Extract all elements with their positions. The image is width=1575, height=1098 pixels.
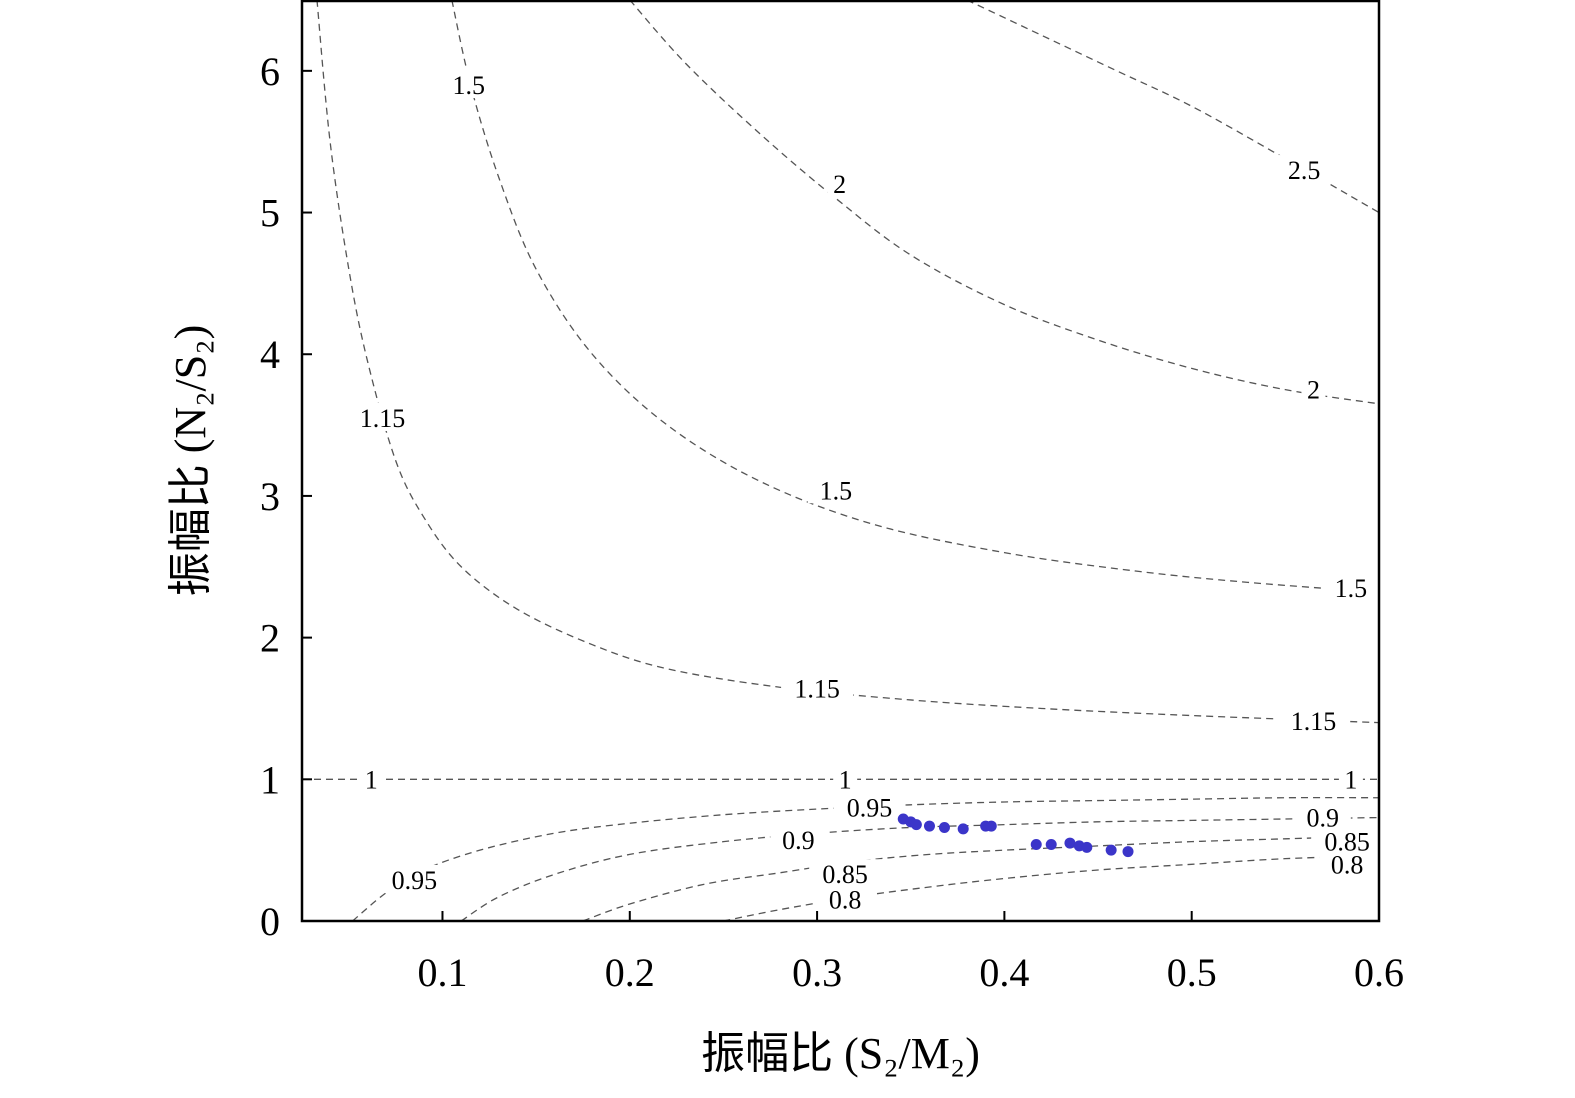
contour-label-bg [781,673,854,702]
data-point [1030,838,1042,850]
y-tick-label: 0 [260,899,280,944]
data-point [985,820,997,832]
y-tick-label: 4 [260,332,280,377]
contour-label: 1.5 [1335,574,1368,603]
data-point [938,821,950,833]
y-tick-label: 1 [260,757,280,802]
contour-label-bg [1301,374,1326,403]
contour-line-0_8 [723,855,1379,921]
y-tick-label: 3 [260,474,280,519]
contour-label: 2.5 [1288,156,1321,185]
data-point [910,819,922,831]
contour-line-2 [629,0,1379,405]
contour-label: 0.9 [1307,804,1340,833]
x-tick-label: 0.4 [979,950,1029,995]
contour-label: 0.8 [829,886,862,915]
x-tick-label: 0.6 [1354,950,1404,995]
contour-label-bg [770,825,827,854]
data-point [1064,837,1076,849]
contour-label: 0.95 [392,866,438,895]
contour-line-1_5 [451,0,1379,593]
contour-label-bg [378,864,451,893]
scatter-points [897,813,1134,858]
y-tick-label: 6 [260,49,280,94]
contour-label: 1 [365,765,378,794]
contour-label: 0.95 [847,794,893,823]
data-point [1081,841,1093,853]
contour-label: 0.85 [1324,828,1370,857]
x-tick-label: 0.2 [605,950,655,995]
contour-label: 1 [839,765,852,794]
x-axis-ticks: 0.1 0.2 0.3 0.4 0.5 0.6 [417,911,1404,995]
contour-label: 1.15 [794,675,840,704]
contour-label: 2 [833,170,846,199]
contour-label-bg [359,764,384,793]
contour-label: 0.8 [1331,850,1364,879]
plot-frame [300,0,1381,923]
x-tick-label: 0.5 [1167,950,1217,995]
contour-label-bg [440,70,497,99]
data-point [957,823,969,835]
y-tick-label: 5 [260,191,280,236]
contour-label: 0.85 [822,860,868,889]
contour-labels: 0.80.80.850.850.90.90.950.951 1 11.151.151… [346,70,1384,915]
y-axis-title: 振幅比 (N₂/S₂) [166,325,215,596]
y-axis-ticks: 0 1 2 3 4 5 6 [260,49,312,944]
contour-line-0_95 [352,796,1379,921]
contour-label-bg [817,884,874,913]
contour-label-bg [1322,573,1379,602]
contour-label-bg [346,402,419,431]
contour-label-bg [809,859,882,888]
contour-line-1_15 [316,0,1379,724]
data-point [1122,846,1134,858]
x-tick-label: 0.1 [417,950,467,995]
y-tick-label: 2 [260,616,280,661]
contour-label-bg [1276,155,1333,184]
contour-label: 1.15 [360,404,406,433]
contour-line-0_85 [582,835,1379,921]
contour-label-bg [833,764,858,793]
contour-label-bg [1338,764,1363,793]
data-point [1105,844,1117,856]
data-point [923,820,935,832]
data-point [1045,838,1057,850]
contour-label: 2 [1307,376,1320,405]
contour-label: 1.15 [1291,707,1337,736]
x-axis-title: 振幅比 (S₂/M₂) [701,1029,980,1078]
contour-label-bg [1311,826,1384,855]
contour-label-bg [827,169,852,198]
contour-label: 0.9 [782,826,815,855]
contour-label-bg [1294,802,1351,831]
x-tick-label: 0.3 [792,950,842,995]
contour-label-bg [1277,706,1350,735]
contour-label: 1.5 [452,71,485,100]
contour-label: 1.5 [820,476,853,505]
contour-label-bg [807,475,864,504]
contour-label-bg [833,792,906,821]
contour-line-0_9 [460,816,1379,921]
contour-label: 1 [1344,765,1357,794]
